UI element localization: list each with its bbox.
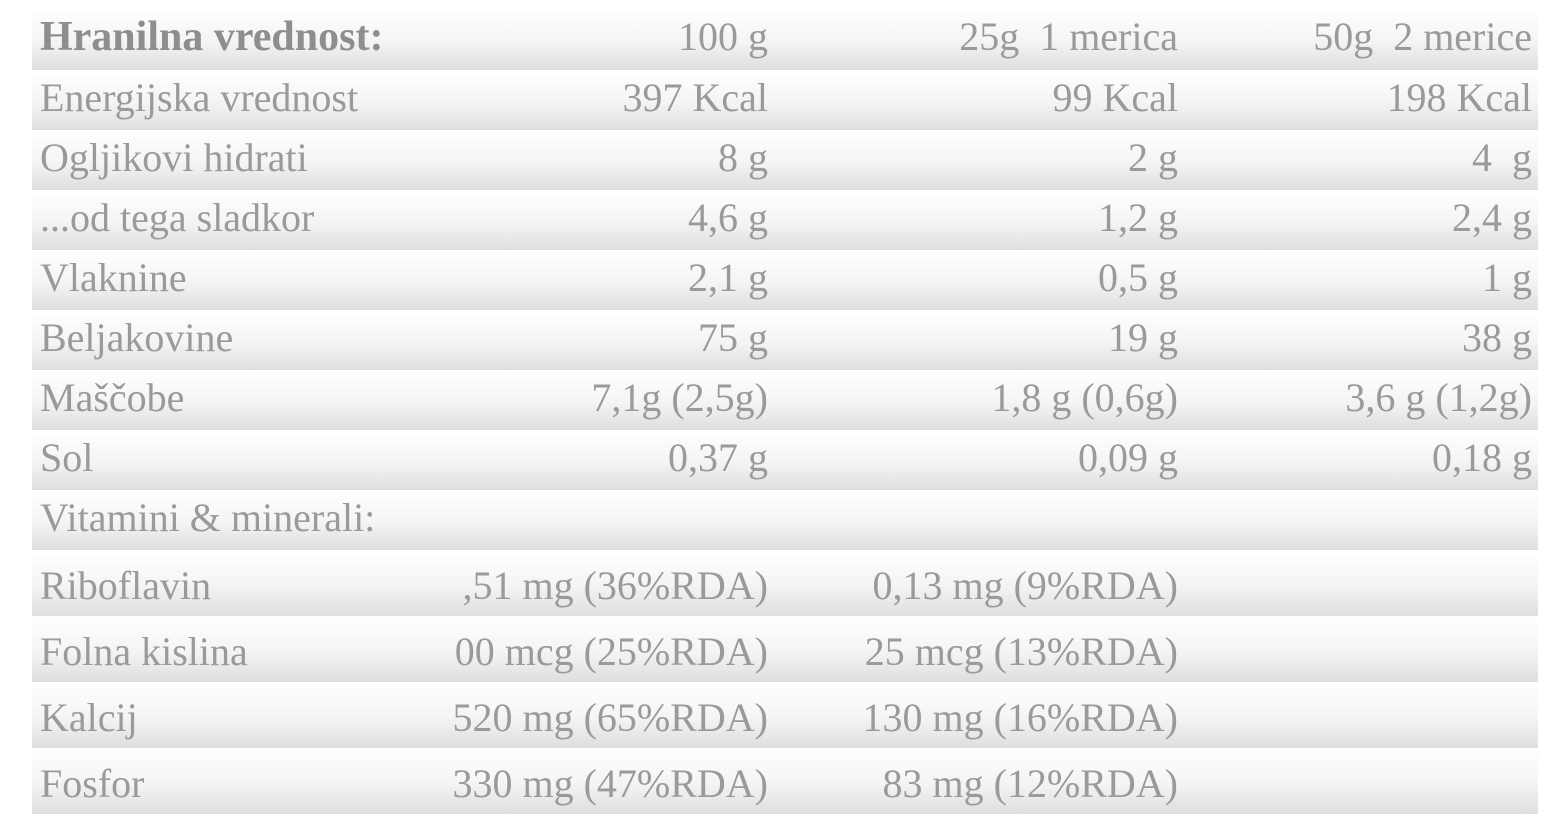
value-cell: 2,1 g: [688, 255, 768, 300]
row-label: Kalcij: [40, 695, 138, 740]
value-cell: ,51 mg (36%RDA): [462, 563, 768, 608]
value-cell: 520 mg (65%RDA): [452, 695, 768, 740]
value-cell: 38 g: [1462, 315, 1532, 360]
value-cell: 0,37 g: [668, 435, 768, 480]
value-cell: 397 Kcal: [622, 75, 768, 120]
column-header: 100 g: [678, 14, 768, 59]
value-cell: 75 g: [698, 315, 768, 360]
table-row: ...od tega sladkor 4,6 g 1,2 g 2,4 g: [32, 190, 1538, 250]
value-cell: 0,5 g: [1098, 255, 1178, 300]
table-row: Energijska vrednost 397 Kcal 99 Kcal 198 Kc…: [32, 70, 1538, 130]
value-cell: 25 mcg (13%RDA): [864, 629, 1178, 674]
value-cell: 1 g: [1482, 255, 1532, 300]
value-cell: 4,6 g: [688, 195, 768, 240]
row-label: Ogljikovi hidrati: [40, 135, 308, 180]
value-cell: 2 g: [1128, 135, 1178, 180]
row-label: Vlaknine: [40, 255, 187, 300]
value-cell: 8 g: [718, 135, 768, 180]
column-header: 25g 1 merica: [959, 14, 1178, 59]
value-cell: 19 g: [1108, 315, 1178, 360]
value-cell: 1,8 g (0,6g): [991, 375, 1178, 420]
row-label: Fosfor: [40, 761, 145, 806]
value-cell: 83 mg (12%RDA): [882, 761, 1178, 806]
table-row: Sol 0,37 g 0,09 g 0,18 g: [32, 430, 1538, 490]
column-header: 50g 2 merice: [1313, 14, 1532, 59]
table-row: Fosfor 330 mg (47%RDA) 83 mg (12%RDA): [32, 748, 1538, 814]
value-cell: 198 Kcal: [1386, 75, 1532, 120]
table-row: Hranilna vrednost: 100 g 25g 1 merica 50g 2…: [32, 8, 1538, 70]
table-row: Vlaknine 2,1 g 0,5 g 1 g: [32, 250, 1538, 310]
table-row: Beljakovine 75 g 19 g 38 g: [32, 310, 1538, 370]
header-title: Hranilna vrednost:: [40, 14, 384, 60]
table-row: Kalcij 520 mg (65%RDA) 130 mg (16%RDA): [32, 682, 1538, 748]
row-label: Folna kislina: [40, 629, 248, 674]
value-cell: 2,4 g: [1452, 195, 1532, 240]
row-label: Energijska vrednost: [40, 75, 359, 120]
table-row: Ogljikovi hidrati 8 g 2 g 4 g: [32, 130, 1538, 190]
value-cell: 0,09 g: [1078, 435, 1178, 480]
row-label: ...od tega sladkor: [40, 195, 315, 240]
value-cell: 1,2 g: [1098, 195, 1178, 240]
value-cell: 7,1g (2,5g): [591, 375, 768, 420]
value-cell: 3,6 g (1,2g): [1345, 375, 1532, 420]
row-label: Beljakovine: [40, 315, 234, 360]
table-row: Folna kislina 00 mcg (25%RDA) 25 mcg (13%R…: [32, 616, 1538, 682]
value-cell: 99 Kcal: [1052, 75, 1178, 120]
row-label: Riboflavin: [40, 563, 212, 608]
value-cell: 4 g: [1472, 135, 1532, 180]
section-title: Vitamini & minerali:: [40, 495, 376, 540]
value-cell: 130 mg (16%RDA): [862, 695, 1178, 740]
value-cell: 330 mg (47%RDA): [452, 761, 768, 806]
row-label: Sol: [40, 435, 94, 480]
value-cell: 0,18 g: [1432, 435, 1532, 480]
row-label: Maščobe: [40, 375, 185, 420]
value-cell: 0,13 mg (9%RDA): [872, 563, 1178, 608]
table-row: Vitamini & minerali:: [32, 490, 1538, 550]
table-row: Riboflavin ,51 mg (36%RDA) 0,13 mg (9%RDA): [32, 550, 1538, 616]
table-row: Maščobe 7,1g (2,5g) 1,8 g (0,6g) 3,6 g (1,2…: [32, 370, 1538, 430]
value-cell: 00 mcg (25%RDA): [454, 629, 768, 674]
